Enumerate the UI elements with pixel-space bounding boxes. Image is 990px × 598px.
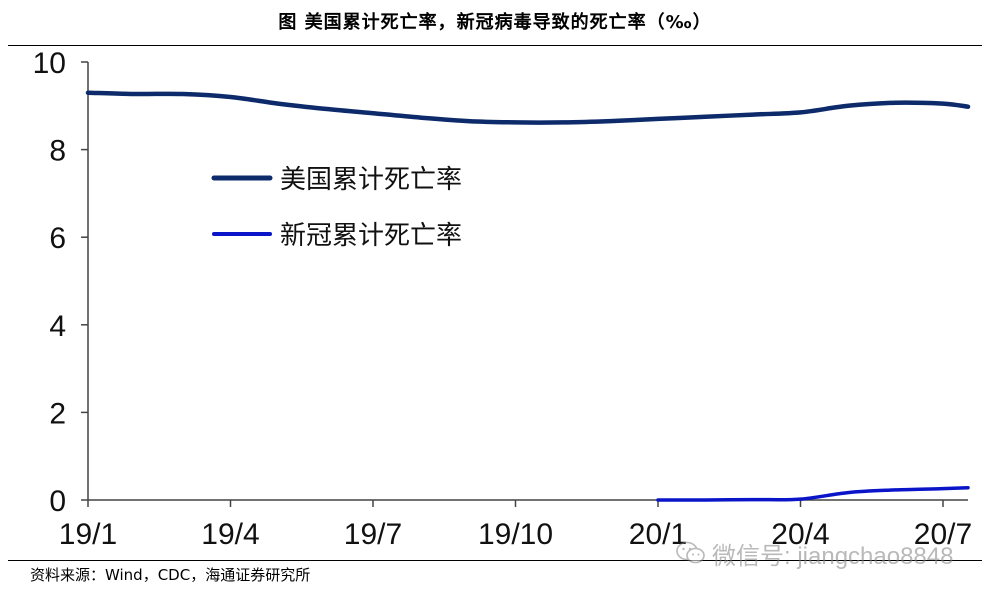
wechat-icon (676, 541, 705, 564)
watermark: 微信号: jiangchao8848 (676, 536, 953, 570)
y-tick-label: 6 (49, 222, 66, 255)
x-tick-label: 19/1 (59, 518, 117, 551)
legend-item-covid-death-rate-label: 新冠累计死亡率 (280, 221, 462, 251)
series-line-covid-death-rate (656, 485, 970, 502)
y-tick-label: 2 (49, 397, 66, 430)
series-line-us-death-rate (85, 90, 971, 125)
y-tick-label: 10 (33, 47, 66, 80)
x-tick-label: 19/4 (201, 518, 259, 551)
x-tick-label: 19/10 (478, 518, 553, 551)
x-tick-label: 20/7 (914, 518, 972, 551)
series-layer (85, 90, 971, 502)
axes: 0 2 4 6 8 10 19/1 19/4 19/7 19/10 20/1 20/4 20/7 (33, 47, 973, 551)
watermark-text: 微信号: jiangchao8848 (712, 542, 954, 570)
chart-title: 图 美国累计死亡率，新冠病毒导致的死亡率（‰） (278, 12, 712, 33)
source-note: 资料来源：Wind，CDC，海通证券研究所 (30, 566, 311, 584)
bottom-rule (8, 560, 982, 561)
legend-item-us-death-rate-label: 美国累计死亡率 (280, 165, 462, 195)
y-tick-label: 4 (49, 310, 66, 343)
top-rule (8, 45, 982, 46)
y-tick-label: 8 (49, 135, 66, 168)
x-tick-label: 20/1 (629, 518, 687, 551)
x-tick-label: 19/7 (344, 518, 402, 551)
y-tick-label: 0 (49, 485, 66, 518)
x-tick-label: 20/4 (771, 518, 829, 551)
